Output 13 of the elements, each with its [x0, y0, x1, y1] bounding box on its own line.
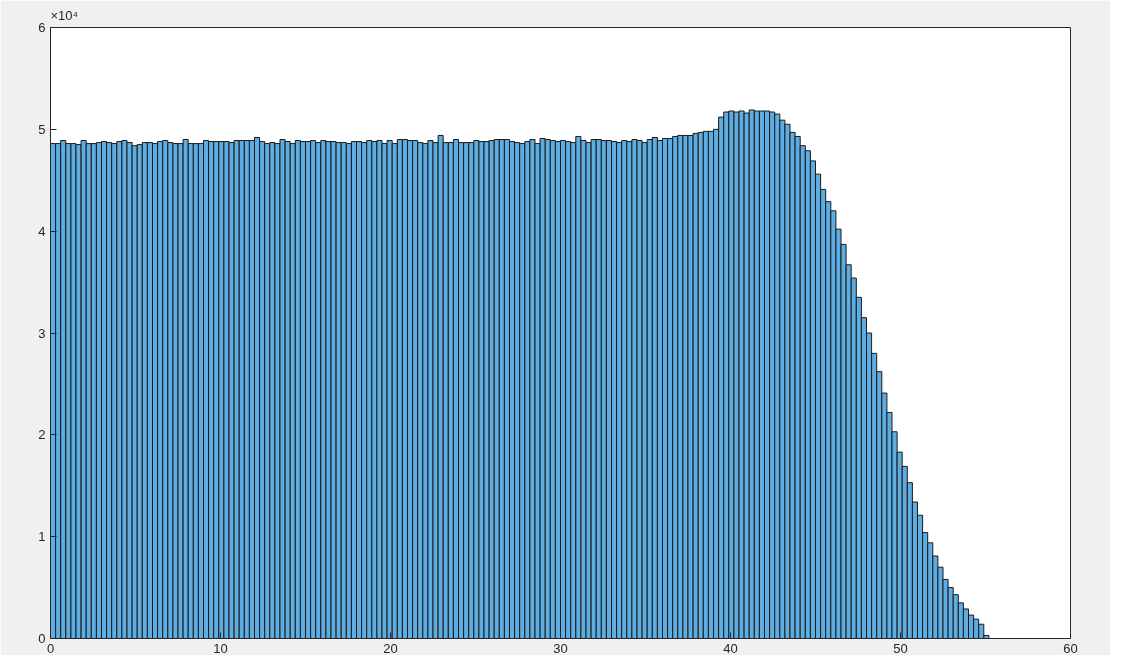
y-tick-label: 4 [38, 223, 46, 239]
x-tick-label: 20 [383, 640, 398, 656]
x-tick-label: 60 [1063, 640, 1078, 656]
text: ×10⁴ [50, 7, 79, 23]
y-tick-label: 5 [38, 121, 46, 137]
y-tick-label: 1 [38, 529, 46, 545]
x-tick-label: 30 [553, 640, 568, 656]
x-tick-label: 40 [723, 640, 738, 656]
y-tick-label: 3 [38, 325, 46, 341]
y-tick-label: 2 [38, 427, 46, 443]
x-tick-label: 50 [893, 640, 908, 656]
x-tick-label: 10 [213, 640, 228, 656]
y-tick-label: 6 [38, 20, 46, 35]
